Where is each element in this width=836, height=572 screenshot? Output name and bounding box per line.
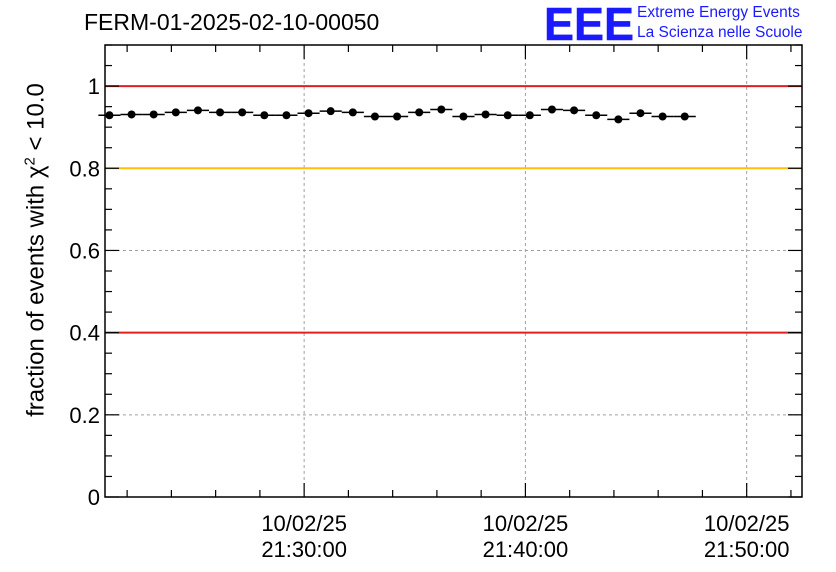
- data-point: [127, 110, 136, 119]
- data-point: [326, 107, 335, 116]
- data-point: [437, 105, 446, 114]
- reference-lines: [105, 85, 802, 334]
- data-point: [680, 112, 689, 121]
- logo-caption-line1: Extreme Energy Events: [637, 4, 800, 21]
- logo-caption: Extreme Energy Events La Scienza nelle S…: [637, 3, 802, 43]
- chart-title: FERM-01-2025-02-10-00050: [84, 9, 380, 35]
- data-point: [658, 112, 667, 121]
- data-point: [193, 106, 202, 115]
- y-axis-label: fraction of events with χ2 < 10.0: [22, 83, 51, 417]
- data-point: [614, 115, 623, 124]
- axes: [104, 44, 803, 498]
- tick-labels: 00.20.40.60.8110/02/2521:30:0010/02/2521…: [69, 74, 789, 562]
- data-point: [525, 111, 534, 120]
- x-tick-label-date: 10/02/25: [483, 511, 569, 536]
- chi-power: 2: [21, 157, 39, 166]
- y-tick-label: 0.8: [69, 156, 100, 181]
- x-tick-label-time: 21:40:00: [483, 537, 569, 562]
- y-tick-label: 0: [88, 485, 100, 510]
- data-point: [592, 111, 601, 120]
- data-point: [149, 110, 158, 119]
- data-point: [260, 111, 269, 120]
- eee-logo-text: EEE: [544, 2, 634, 46]
- data-point: [393, 112, 402, 121]
- data-point: [370, 112, 379, 121]
- y-tick-label: 1: [88, 74, 100, 99]
- data-point: [304, 109, 313, 118]
- data-point: [171, 108, 180, 117]
- eee-logo: EEE: [544, 2, 634, 46]
- chi-symbol: χ: [22, 165, 50, 179]
- data-point: [282, 111, 291, 120]
- x-tick-label-date: 10/02/25: [704, 511, 790, 536]
- data-point: [503, 111, 512, 120]
- x-tick-label-date: 10/02/25: [261, 511, 347, 536]
- x-tick-label-time: 21:50:00: [704, 537, 790, 562]
- data-point: [636, 109, 645, 118]
- data-point: [348, 108, 357, 117]
- x-tick-label-time: 21:30:00: [261, 537, 347, 562]
- y-axis-label-suffix: < 10.0: [22, 83, 50, 158]
- data-point: [216, 108, 225, 117]
- y-tick-label: 0.6: [69, 238, 100, 263]
- y-tick-label: 0.2: [69, 403, 100, 428]
- y-tick-label: 0.4: [69, 321, 100, 346]
- logo-caption-line2: La Scienza nelle Scuole: [637, 24, 803, 41]
- data-point: [570, 106, 579, 115]
- data-point: [415, 108, 424, 117]
- data-point: [481, 110, 490, 119]
- y-axis-label-prefix: fraction of events with: [22, 178, 50, 417]
- data-point: [238, 108, 247, 117]
- data-point: [547, 105, 556, 114]
- data-point: [105, 111, 114, 120]
- data-point: [459, 112, 468, 121]
- data-points: [98, 105, 696, 124]
